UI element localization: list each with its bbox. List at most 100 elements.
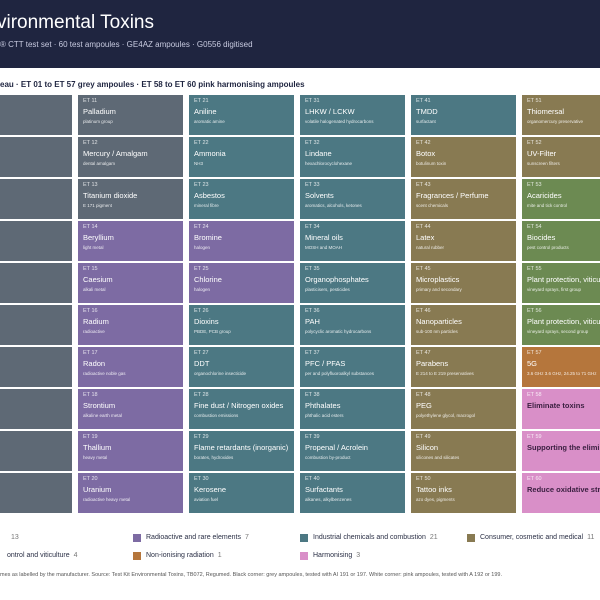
ampoule-name: Botox: [416, 149, 436, 158]
ampoule-sub: MOSH and MOAH: [305, 245, 343, 250]
legend-label: Industrial chemicals and combustion 21: [313, 534, 438, 541]
ampoule-cell: ET 57 5G 3.6 GHz 3.6 GHz, 24.25 to 71 GHz: [522, 347, 600, 387]
ampoule-id: ET 55: [527, 266, 542, 272]
ampoule-cell: ET 14 Beryllium light metal: [78, 221, 183, 261]
ampoule-name: 5G: [527, 359, 538, 368]
ampoule-sub: light metal: [83, 245, 104, 250]
ampoule-name: Latex: [416, 233, 435, 242]
ampoule-name: Supporting the elimination: [527, 443, 600, 452]
ampoule-id: ET 44: [416, 224, 431, 230]
ampoule-sub: 3.6 GHz 3.6 GHz, 24.25 to 71 GHz: [527, 371, 597, 376]
ampoule-name: Nanoparticles: [416, 317, 462, 326]
ampoule-id: ET 34: [305, 224, 320, 230]
ampoule-cell: ET 11 Palladium platinum group: [78, 95, 183, 135]
legend-count: 13: [11, 534, 19, 541]
ampoule-sub: primary and secondary: [416, 287, 462, 292]
ampoule-cell: ET 24 Bromine halogen: [189, 221, 294, 261]
ampoule-sub: phthalic acid esters: [305, 413, 344, 418]
legend-label: Harmonising 3: [313, 552, 360, 559]
ampoule-id: ET 18: [83, 392, 98, 398]
header: [0, 0, 600, 68]
legend-name: ontrol and viticulture: [7, 552, 70, 559]
ampoule-sub: vineyard sprays, second group: [527, 329, 589, 334]
ampoule-name: Aniline: [194, 107, 217, 116]
legend-name: Industrial chemicals and combustion: [313, 534, 426, 541]
ampoule-name: Radon: [83, 359, 106, 368]
ampoule-id: ET 50: [416, 476, 431, 482]
ampoule-cell: ET 27 DDT organochlorine insecticide: [189, 347, 294, 387]
ampoule-sub: halogen: [194, 287, 211, 292]
ampoule-cell: ET 50 Tattoo inks azo dyes, pigments: [411, 473, 516, 513]
ampoule-sub: sunscreen filters: [527, 161, 560, 166]
ampoule-sub: borates, hydroxides: [194, 455, 234, 460]
ampoule-sub: surfactant: [416, 119, 436, 124]
ampoule-name: Flame retardants (inorganic): [194, 443, 289, 452]
ampoule-name: Mineral oils: [305, 233, 343, 242]
subtitle: ® CTT test set · 60 test ampoules · GE4A…: [0, 40, 253, 49]
ampoule-name: Radium: [83, 317, 109, 326]
ampoule-sub: mite and tick control: [527, 203, 568, 208]
ampoule-sub: organochlorine insecticide: [194, 371, 247, 376]
ampoule-id: ET 39: [305, 434, 320, 440]
ampoule-cell: ET 17 Radon radioactive noble gas: [78, 347, 183, 387]
ampoule-id: ET 14: [83, 224, 98, 230]
ampoule-sub: mineral fibre: [194, 203, 219, 208]
legend-name: Consumer, cosmetic and medical: [480, 534, 584, 541]
ampoule-cell: [0, 347, 72, 387]
ampoule-cell: [0, 305, 72, 345]
ampoule-cell: ET 42 Botox botulinum toxin: [411, 137, 516, 177]
legend-count: 1: [217, 552, 222, 559]
ampoule-name: Plant protection, viticulture: [527, 317, 600, 326]
ampoule-cell: ET 29 Flame retardants (inorganic) borates…: [189, 431, 294, 471]
legend-count: 3: [356, 552, 361, 559]
ampoule-name: Propenal / Acrolein: [305, 443, 368, 452]
ampoule-id: ET 47: [416, 350, 431, 356]
ampoule-cell: ET 37 PFC / PFAS per and polyfluoroalkyl s…: [300, 347, 405, 387]
ampoule-id: ET 53: [527, 182, 542, 188]
ampoule-name: Asbestos: [194, 191, 225, 200]
ampoule-sub: volatile halogenated hydrocarbons: [305, 119, 374, 124]
ampoule-name: Bromine: [194, 233, 222, 242]
ampoule-id: ET 54: [527, 224, 542, 230]
ampoule-sub: aromatics, alcohols, ketones: [305, 203, 362, 208]
ampoule-id: ET 16: [83, 308, 98, 314]
legend-count: 4: [73, 552, 78, 559]
ampoule-cell: ET 56 Plant protection, viticulture vineya…: [522, 305, 600, 345]
ampoule-sub: alkanes, alkylbenzenes: [305, 497, 352, 502]
ampoule-cell: ET 47 Parabens E 214 to E 219 preservative…: [411, 347, 516, 387]
ampoule-id: ET 19: [83, 434, 98, 440]
ampoule-cell: [0, 179, 72, 219]
ampoule-sub: E 214 to E 219 preservatives: [416, 371, 474, 376]
ampoule-cell: ET 53 Acaricides mite and tick control: [522, 179, 600, 219]
ampoule-cell: ET 52 UV-Filter sunscreen filters: [522, 137, 600, 177]
ampoule-name: Parabens: [416, 359, 449, 368]
ampoule-sub: hexachlorocyclohexane: [305, 161, 353, 166]
legend-name: Non-ionising radiation: [146, 552, 214, 559]
ampoule-name: Fragrances / Perfume: [416, 191, 489, 200]
ampoule-cell: ET 55 Plant protection, viticulture vineya…: [522, 263, 600, 303]
ampoule-name: Tattoo inks: [416, 485, 452, 494]
ampoule-cell: ET 59 Supporting the elimination: [522, 431, 600, 471]
ampoule-name: Chlorine: [194, 275, 222, 284]
footer: mes as labelled by the manufacturer. Sou…: [0, 572, 502, 578]
ampoule-id: ET 48: [416, 392, 431, 398]
ampoule-cell: ET 22 Ammonia NH3: [189, 137, 294, 177]
ampoule-name: Solvents: [305, 191, 334, 200]
ampoule-cell: ET 36 PAH polycyclic aromatic hydrocarbons: [300, 305, 405, 345]
ampoule-name: Strontium: [83, 401, 116, 410]
ampoule-cell: ET 19 Thallium heavy metal: [78, 431, 183, 471]
ampoule-sub: polyethylene glycol, macrogol: [416, 413, 476, 418]
ampoule-id: ET 59: [527, 434, 542, 440]
ampoule-id: ET 22: [194, 140, 209, 146]
ampoule-cell: ET 15 Caesium alkali metal: [78, 263, 183, 303]
ampoule-sub: radioactive heavy metal: [83, 497, 131, 502]
ampoule-sub: azo dyes, pigments: [416, 497, 455, 502]
ampoule-sub: combustion by-product: [305, 455, 351, 460]
legend-name: Harmonising: [313, 552, 353, 559]
ampoule-sub: pest control products: [527, 245, 569, 250]
ampoule-name: UV-Filter: [527, 149, 557, 158]
ampoule-cell: ET 23 Asbestos mineral fibre: [189, 179, 294, 219]
legend-label: 13: [7, 534, 19, 541]
ampoule-sub: alkali metal: [83, 287, 106, 292]
ampoule-cell: ET 54 Biocides pest control products: [522, 221, 600, 261]
